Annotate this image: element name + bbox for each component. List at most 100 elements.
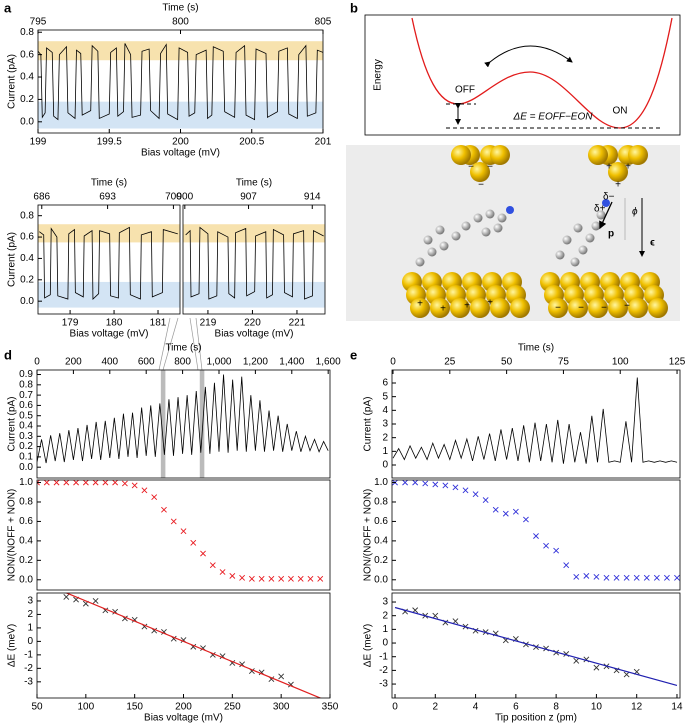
atom	[481, 227, 491, 237]
y-tick-label: 6	[382, 378, 388, 389]
y-tick-label: 0.3	[19, 431, 33, 442]
y-tick-label: 3	[382, 597, 388, 608]
y-tick-label: 0.1	[19, 452, 33, 463]
y-tick-label: -3	[379, 679, 388, 690]
marker	[248, 575, 255, 582]
marker	[553, 547, 560, 554]
marker	[141, 487, 148, 494]
marker	[219, 569, 226, 575]
x-tick-label: 400	[101, 357, 118, 368]
atom	[470, 298, 490, 318]
y-tick-label: 0.2	[19, 555, 33, 566]
y-tick-label: 0.5	[19, 410, 33, 421]
x-axis-label: Time (s)	[165, 343, 201, 354]
atom	[628, 145, 648, 165]
frame	[36, 369, 331, 479]
x-tick-label: 1,600	[316, 357, 341, 368]
panel-label: d	[4, 347, 12, 362]
x2-tick-label: 907	[240, 192, 257, 203]
y-tick-label: 0.8	[20, 27, 34, 38]
y-tick-label: 0.2	[20, 94, 34, 105]
marker	[593, 664, 600, 671]
charge: +	[464, 301, 470, 312]
marker	[53, 480, 60, 486]
x2-tick-label: 795	[30, 17, 47, 28]
y-axis-label: ΔE (meV)	[363, 624, 374, 667]
marker	[82, 480, 89, 486]
x2-tick-label: 805	[315, 17, 332, 28]
frame	[182, 204, 326, 315]
y-tick-label: 0.8	[374, 497, 388, 508]
x-axis-label: Tip position z (pm)	[495, 713, 577, 723]
y-tick-label: 1.0	[374, 477, 388, 488]
marker	[452, 484, 459, 491]
x-tick-label: 200	[175, 702, 192, 713]
marker	[63, 480, 70, 486]
atom	[573, 223, 583, 233]
highlight	[160, 370, 166, 478]
charge: −	[601, 303, 607, 314]
x-tick-label: 0	[390, 357, 396, 368]
marker	[633, 574, 640, 581]
y-tick-label: 0.6	[19, 400, 33, 411]
panel-label: e	[350, 347, 357, 362]
frame	[391, 592, 681, 699]
atom	[596, 210, 606, 220]
marker	[170, 518, 177, 525]
y-tick-label: 1.0	[19, 477, 33, 488]
marker	[563, 562, 570, 569]
x2-tick-label: 686	[33, 192, 50, 203]
partial-charge: δ+	[594, 204, 606, 215]
marker	[613, 574, 620, 581]
plot-area	[394, 606, 678, 687]
x2-tick-label: 693	[99, 192, 116, 203]
band	[38, 281, 180, 308]
marker	[623, 574, 630, 581]
y-tick-label: 0.4	[19, 421, 33, 432]
trace	[185, 226, 324, 300]
x-tick-label: 179	[62, 318, 79, 329]
marker	[73, 480, 79, 486]
charge: −	[468, 162, 474, 173]
marker	[239, 574, 246, 581]
marker	[121, 480, 128, 487]
marker	[432, 481, 439, 488]
plot-area	[392, 377, 678, 464]
y-tick-label: -1	[24, 650, 33, 661]
x-tick-label: 350	[322, 702, 339, 713]
molecule-illustration	[346, 145, 680, 321]
marker	[442, 482, 449, 489]
marker	[462, 487, 469, 494]
x-axis-label: Bias voltage (mV)	[215, 329, 294, 340]
marker	[452, 618, 459, 625]
y-axis-label: Current (pA)	[7, 54, 18, 109]
y-tick-label: 0.9	[19, 369, 33, 380]
x-tick-label: 0	[392, 702, 398, 713]
fit-line	[65, 593, 322, 698]
x-axis-label: Bias voltage (mV)	[141, 148, 220, 159]
y-tick-label: 0.0	[20, 296, 34, 307]
plot-area	[37, 480, 324, 582]
x-axis-label: Bias voltage (mV)	[144, 713, 223, 723]
x2-axis-label: Time (s)	[236, 178, 272, 189]
atom	[548, 298, 568, 318]
y-tick-label: 0.0	[20, 116, 34, 127]
atom	[485, 209, 495, 219]
y-tick-label: 1	[27, 623, 33, 634]
marker	[402, 480, 409, 486]
marker	[278, 673, 285, 680]
y-axis-label: ΔE (meV)	[7, 624, 18, 667]
frame	[391, 479, 681, 591]
marker	[412, 480, 419, 486]
x-axis-label: Time (s)	[518, 343, 554, 354]
x2-tick-label: 800	[172, 17, 189, 28]
y-axis-label: NON/(NOFF + NON)	[363, 489, 374, 582]
atom	[570, 257, 580, 267]
band	[183, 224, 325, 243]
y-tick-label: -3	[24, 676, 33, 687]
marker	[209, 562, 216, 569]
marker	[593, 573, 600, 580]
charge: −	[478, 180, 484, 191]
atom	[506, 206, 514, 214]
atom	[435, 225, 445, 235]
